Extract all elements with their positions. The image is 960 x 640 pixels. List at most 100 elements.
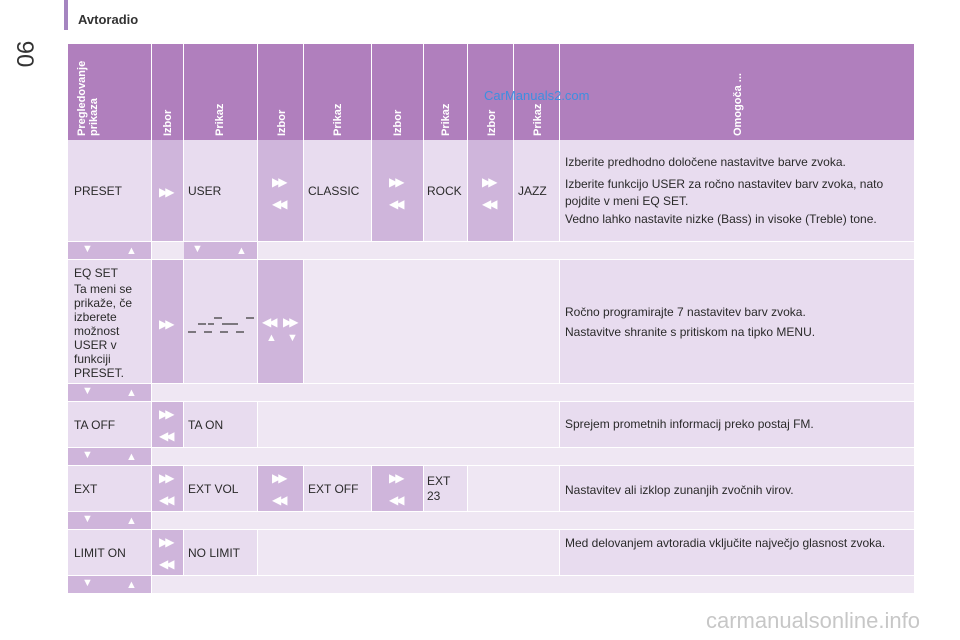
triangle-up-icon: ▲ [266,332,277,344]
ext-cell: EXT [68,466,152,512]
preset-classic-cell: CLASSIC [304,140,372,242]
ext-label: EXT [74,482,98,496]
ta-desc: Sprejem prometnih informacij preko posta… [565,417,814,431]
header-col-display-4: Prikaz [514,44,560,140]
ta-label: TA OFF [74,418,116,432]
preset-rock: ROCK [427,184,462,198]
double-chevron-right-icon: ▶▶ [389,471,405,485]
ext-vol-cell: EXT VOL [184,466,258,512]
limit-desc-cell: Med delovanjem avtoradia vključite najve… [560,530,914,576]
eqset-desc-2: Nastavitve shranite s pritiskom na tipko… [565,325,816,339]
preset-select-2[interactable]: ▶▶ ◀◀ [258,140,304,242]
header-enables-text: Omogoča ... [732,73,744,136]
double-chevron-right-icon: ▶▶ [159,535,175,549]
ta-select[interactable]: ▶▶ ◀◀ [152,402,184,448]
eqset-adjust[interactable]: ◀◀ ▶▶ ▲ ▼ [258,260,304,384]
preset-jazz: JAZZ [518,184,547,198]
triangle-down-icon: ▼ [192,243,203,255]
nav-strip-1[interactable]: ▼ ▲ [68,242,152,260]
preset-classic: CLASSIC [308,184,360,198]
nav-strip-2[interactable]: ▼ ▲ [68,384,152,402]
triangle-down-icon: ▼ [82,243,93,255]
header-col-select-2: Izbor [258,44,304,140]
double-chevron-right-icon: ▶▶ [283,315,299,329]
ta-on-cell: TA ON [184,402,258,448]
preset-select-1[interactable]: ▶▶ [152,140,184,242]
ta-on: TA ON [188,418,224,432]
ext-23: EXT 23 [427,474,451,503]
ext-off-cell: EXT OFF [304,466,372,512]
eqset-desc-1: Ročno programirajte 7 nastavitev barv zv… [565,305,806,319]
ext-off: EXT OFF [308,482,359,496]
double-chevron-left-icon: ◀◀ [262,315,278,329]
triangle-up-icon: ▲ [126,245,137,257]
header-select-2-text: Izbor [276,109,288,136]
double-chevron-right-icon: ▶▶ [272,175,288,189]
page-accent-bar [64,0,68,30]
limit-select[interactable]: ▶▶ ◀◀ [152,530,184,576]
eqset-select[interactable]: ▶▶ [152,260,184,384]
triangle-up-icon: ▲ [126,515,137,527]
double-chevron-left-icon: ◀◀ [482,197,498,211]
limit-label: LIMIT ON [74,546,126,560]
preset-select-4[interactable]: ▶▶ ◀◀ [468,140,514,242]
nav-strip-4[interactable]: ▼ ▲ [68,512,152,530]
header-display-4-text: Prikaz [532,103,544,136]
double-chevron-left-icon: ◀◀ [272,197,288,211]
ext-desc-cell: Nastavitev ali izklop zunanjih zvočnih v… [560,466,914,512]
triangle-down-icon: ▼ [82,449,93,461]
double-chevron-right-icon: ▶▶ [272,471,288,485]
eqset-cell: EQ SET Ta meni se prikaže, če izberete m… [68,260,152,384]
triangle-down-icon: ▼ [82,513,93,525]
header-col-enables: Omogoča ... [560,44,914,140]
ext-23-cell: EXT 23 [424,466,468,512]
ext-vol: EXT VOL [188,482,239,496]
triangle-up-icon: ▲ [126,579,137,591]
header-col-select-4: Izbor [468,44,514,140]
preset-desc-1: Izberite predhodno določene nastavitve b… [565,155,846,169]
preset-desc-cell: Izberite predhodno določene nastavitve b… [560,140,914,242]
header-col-display-1: Prikaz [184,44,258,140]
double-chevron-right-icon: ▶▶ [482,175,498,189]
double-chevron-left-icon: ◀◀ [159,557,175,571]
double-chevron-right-icon: ▶▶ [159,471,175,485]
header-select-1-text: Izbor [162,109,174,136]
eqset-desc-cell: Ročno programirajte 7 nastavitev barv zv… [560,260,914,384]
ext-select-3[interactable]: ▶▶ ◀◀ [372,466,424,512]
double-chevron-left-icon: ◀◀ [159,493,175,507]
triangle-up-icon: ▲ [236,245,247,257]
ext-select-1[interactable]: ▶▶ ◀◀ [152,466,184,512]
header-display-3-text: Prikaz [440,103,452,136]
double-chevron-right-icon: ▶▶ [159,185,175,199]
eqset-bars-cell [184,260,258,384]
double-chevron-right-icon: ▶▶ [159,317,175,331]
header-col-display-3: Prikaz [424,44,468,140]
no-limit-cell: NO LIMIT [184,530,258,576]
ext-select-2[interactable]: ▶▶ ◀◀ [258,466,304,512]
preset-desc-2: Izberite funkcijo USER za ročno nastavit… [565,177,884,208]
no-limit: NO LIMIT [188,546,241,560]
double-chevron-left-icon: ◀◀ [389,197,405,211]
double-chevron-left-icon: ◀◀ [159,429,175,443]
nav-strip-user[interactable]: ▼ ▲ [184,242,258,260]
header-col-overview: Pregledovanje prikaza [68,44,152,140]
equalizer-bars-icon [188,317,254,333]
header-select-4-text: Izbor [486,109,498,136]
triangle-down-icon: ▼ [82,577,93,589]
header-overview-text: Pregledovanje prikaza [76,60,100,136]
header-col-select-1: Izbor [152,44,184,140]
eqset-label: EQ SET [74,266,119,280]
page-number: 90 [11,40,38,68]
nav-strip-3[interactable]: ▼ ▲ [68,448,152,466]
ta-desc-cell: Sprejem prometnih informacij preko posta… [560,402,914,448]
triangle-down-icon: ▼ [287,332,298,344]
header-col-display-2: Prikaz [304,44,372,140]
triangle-up-icon: ▲ [126,451,137,463]
preset-rock-cell: ROCK [424,140,468,242]
preset-select-3[interactable]: ▶▶ ◀◀ [372,140,424,242]
double-chevron-left-icon: ◀◀ [272,493,288,507]
triangle-down-icon: ▼ [82,385,93,397]
preset-jazz-cell: JAZZ [514,140,560,242]
ta-cell: TA OFF [68,402,152,448]
nav-strip-5[interactable]: ▼ ▲ [68,576,152,594]
